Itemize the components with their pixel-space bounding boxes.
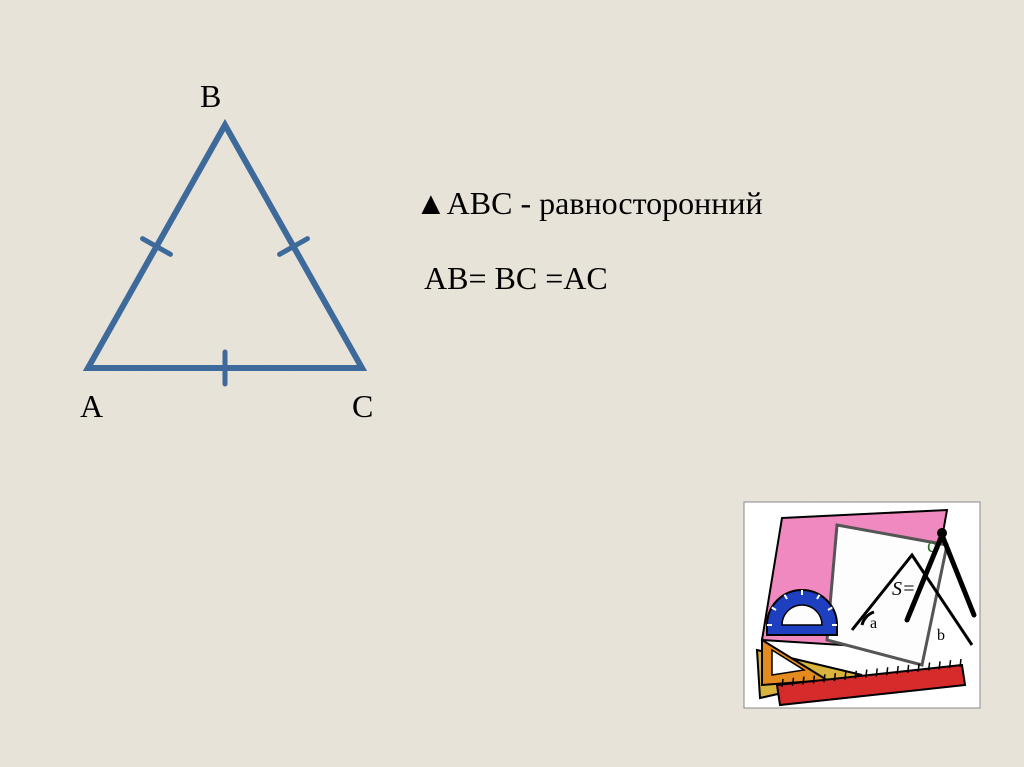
- svg-text:S=: S=: [892, 578, 916, 600]
- clipart-svg: cS=ab: [742, 500, 982, 710]
- svg-text:b: b: [937, 627, 945, 644]
- statement-line-2: AB= BC =AC: [424, 260, 608, 297]
- vertex-label-c: C: [352, 388, 373, 425]
- geometry-clipart: cS=ab: [742, 500, 982, 710]
- slide-root: B A C ▲ABC - равносторонний AB= BC =AC c…: [0, 0, 1024, 767]
- triangle-glyph-icon: ▲: [415, 185, 447, 221]
- statement-line-1-text: ABC - равносторонний: [447, 185, 763, 221]
- statement-line-1: ▲ABC - равносторонний: [415, 185, 763, 222]
- vertex-label-a: A: [80, 388, 103, 425]
- svg-text:a: a: [870, 615, 877, 632]
- vertex-label-b: B: [200, 78, 221, 115]
